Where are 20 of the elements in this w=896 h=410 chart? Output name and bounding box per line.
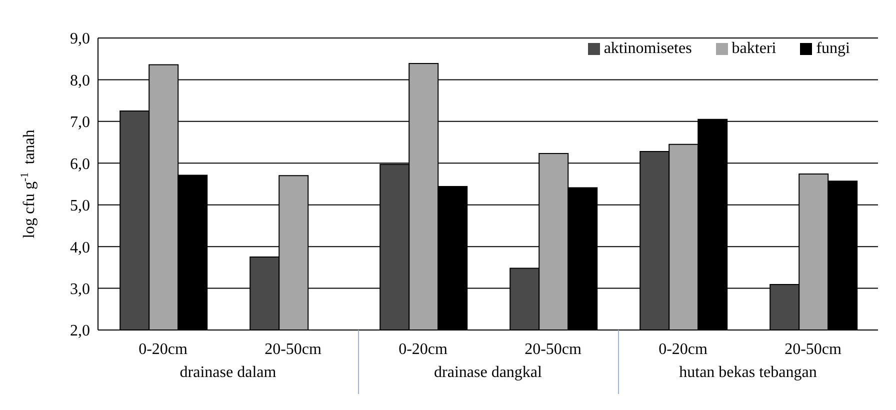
y-tick-label: 8,0 [70,72,90,90]
y-tick-label: 5,0 [70,198,90,215]
text: drainase dangkal [433,364,543,382]
legend-label: fungi [816,40,850,57]
x-tick-label: 0-20cm [658,341,708,358]
y-tick-label: 7,0 [70,114,90,132]
x-tick-label: 20-50cm [524,341,582,358]
y-tick-label: 9,0 [70,30,90,48]
legend-label: bakteri [732,40,776,57]
text: hutan bekas tebangan [678,364,818,382]
x-tick-label: 0-20cm [398,341,448,358]
x-tick-label: 0-20cm [138,341,188,358]
legend-label: aktinomisetes [604,40,692,57]
text: drainase dalam [178,364,278,382]
y-tick-label: 6,0 [70,156,90,173]
y-tick-label: 4,0 [70,239,90,256]
y-tick-label: 2,0 [70,322,90,340]
x-tick-label: 20-50cm [784,341,842,358]
x-tick-label: 20-50cm [264,341,322,358]
y-tick-label: 3,0 [70,280,90,298]
